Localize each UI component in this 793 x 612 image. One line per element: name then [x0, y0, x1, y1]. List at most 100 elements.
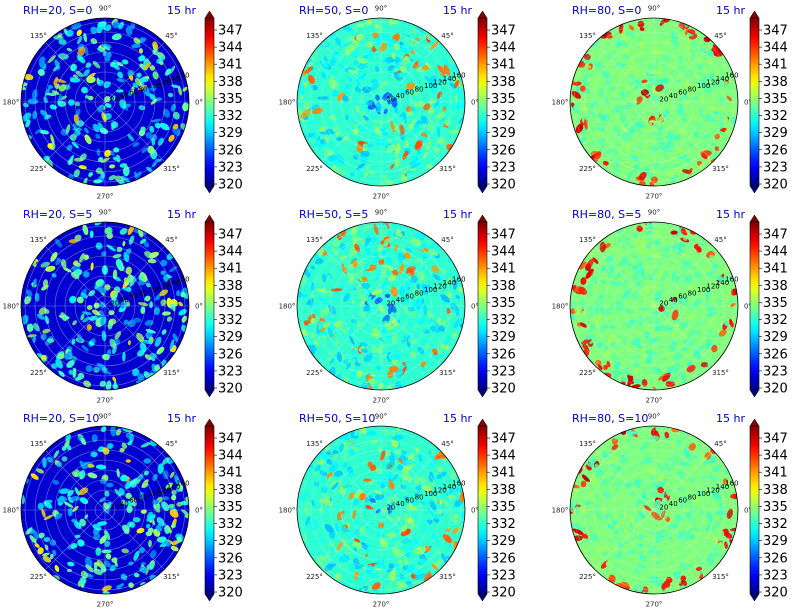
colorbar-tick-label: 335 [763, 500, 788, 515]
angle-tick-label: 135° [306, 440, 323, 448]
colorbar-tick-label: 338 [763, 279, 788, 294]
colorbar-tick-label: 347 [491, 432, 516, 447]
angle-tick-label: 45° [441, 236, 453, 244]
angle-tick-label: 0° [744, 507, 752, 515]
colorbar-tick-label: 341 [218, 466, 243, 481]
radial-tick-label: 20 [386, 504, 395, 512]
field-blobs [21, 426, 189, 594]
colorbar-tick-label: 338 [763, 483, 788, 498]
colorbar-tick-label: 338 [218, 75, 243, 90]
field-blobs [297, 18, 465, 186]
colorbar-tick-label: 347 [491, 228, 516, 243]
colorbar-tick-label: 329 [763, 330, 788, 345]
colorbar-tick-label: 347 [763, 228, 788, 243]
field-blobs [297, 222, 465, 390]
colorbar-tick-label: 323 [218, 160, 243, 175]
colorbar: 347 344 341 338 335 332 329 326 323 320 [749, 418, 788, 602]
radial-tick-label: 20 [110, 96, 119, 104]
angle-tick-label: 135° [30, 440, 47, 448]
angle-tick-label: 45° [441, 32, 453, 40]
colorbar-tick-label: 329 [491, 330, 516, 345]
colorbar: 347 344 341 338 335 332 329 326 323 320 [477, 418, 516, 602]
colorbar-tick-label: 326 [763, 143, 788, 158]
angle-tick-label: 90° [648, 5, 660, 13]
field-blobs [21, 18, 189, 186]
colorbar-tick-label: 323 [491, 364, 516, 379]
angle-tick-label: 315° [439, 165, 456, 173]
angle-tick-label: 90° [99, 209, 111, 217]
colorbar: 347 344 341 338 335 332 329 326 323 320 [204, 214, 243, 398]
panel-time: 15 hr [443, 4, 472, 17]
colorbar-tick-label: 341 [491, 58, 516, 73]
radial-tick-label: 160 [452, 480, 465, 488]
radial-tick-label: 60 [405, 293, 414, 301]
colorbar-tick-label: 344 [218, 449, 243, 464]
polar-outline [20, 17, 190, 187]
colorbar-tick-label: 338 [491, 483, 516, 498]
radial-tick-label: 60 [678, 497, 687, 505]
panel-title: RH=80, S=10 [572, 412, 648, 425]
angle-tick-label: 0° [471, 99, 479, 107]
colorbar-tick-label: 344 [491, 41, 516, 56]
polar-outline [296, 425, 466, 595]
angle-tick-label: 315° [163, 369, 180, 377]
angle-tick-label: 270° [97, 193, 114, 201]
angle-tick-label: 0° [471, 303, 479, 311]
polar-outline [296, 17, 466, 187]
colorbar-tick-label: 323 [491, 568, 516, 583]
angle-tick-label: 0° [195, 507, 203, 515]
colorbar-tick-label: 341 [218, 262, 243, 277]
radial-tick-label: 20 [659, 504, 668, 512]
colorbar-tick-label: 326 [491, 347, 516, 362]
colorbar-tick-label: 347 [218, 24, 243, 39]
radial-tick-label: 40 [396, 92, 405, 100]
angle-tick-label: 90° [648, 209, 660, 217]
angle-tick-label: 270° [373, 601, 390, 609]
colorbar-tick-label: 332 [218, 313, 243, 328]
colorbar-tick-label: 335 [218, 500, 243, 515]
radial-tick-label: 100 [424, 286, 437, 294]
radial-tick-label: 140 [443, 75, 456, 83]
angle-tick-label: 90° [99, 5, 111, 13]
angle-tick-label: 0° [744, 303, 752, 311]
radial-tick-label: 160 [725, 72, 738, 80]
angle-tick-label: 225° [579, 573, 596, 581]
radial-tick-label: 20 [386, 96, 395, 104]
radial-tick-label: 140 [167, 75, 180, 83]
colorbar-tick-label: 320 [763, 178, 788, 193]
colorbar-tick-label: 329 [763, 534, 788, 549]
radial-tick-label: 60 [129, 293, 138, 301]
panel-time: 15 hr [716, 4, 745, 17]
radial-tick-label: 80 [139, 85, 148, 93]
angle-tick-label: 225° [306, 165, 323, 173]
radial-tick-label: 40 [396, 296, 405, 304]
colorbar-tick-label: 341 [763, 58, 788, 73]
angle-tick-label: 315° [163, 573, 180, 581]
colorbar-tick-label: 332 [763, 517, 788, 532]
panel-time: 15 hr [716, 208, 745, 221]
colorbar-tick-label: 338 [218, 279, 243, 294]
colorbar-tick-label: 335 [491, 296, 516, 311]
radial-tick-label: 80 [139, 289, 148, 297]
colorbar-tick-label: 326 [491, 143, 516, 158]
radial-tick-label: 140 [167, 279, 180, 287]
angle-tick-label: 45° [165, 236, 177, 244]
radial-tick-label: 40 [120, 500, 129, 508]
radial-tick-label: 120 [706, 487, 719, 495]
colorbar-tick-label: 332 [491, 313, 516, 328]
radial-tick-label: 120 [433, 487, 446, 495]
colorbar: 347 344 341 338 335 332 329 326 323 320 [477, 10, 516, 194]
angle-tick-label: 315° [439, 573, 456, 581]
angle-tick-label: 225° [30, 369, 47, 377]
angle-tick-label: 45° [441, 440, 453, 448]
colorbar-tick-label: 347 [491, 24, 516, 39]
polar-grid [570, 18, 738, 186]
radial-tick-label: 160 [725, 276, 738, 284]
colorbar: 347 344 341 338 335 332 329 326 323 320 [204, 418, 243, 602]
colorbar-tick-label: 329 [218, 126, 243, 141]
